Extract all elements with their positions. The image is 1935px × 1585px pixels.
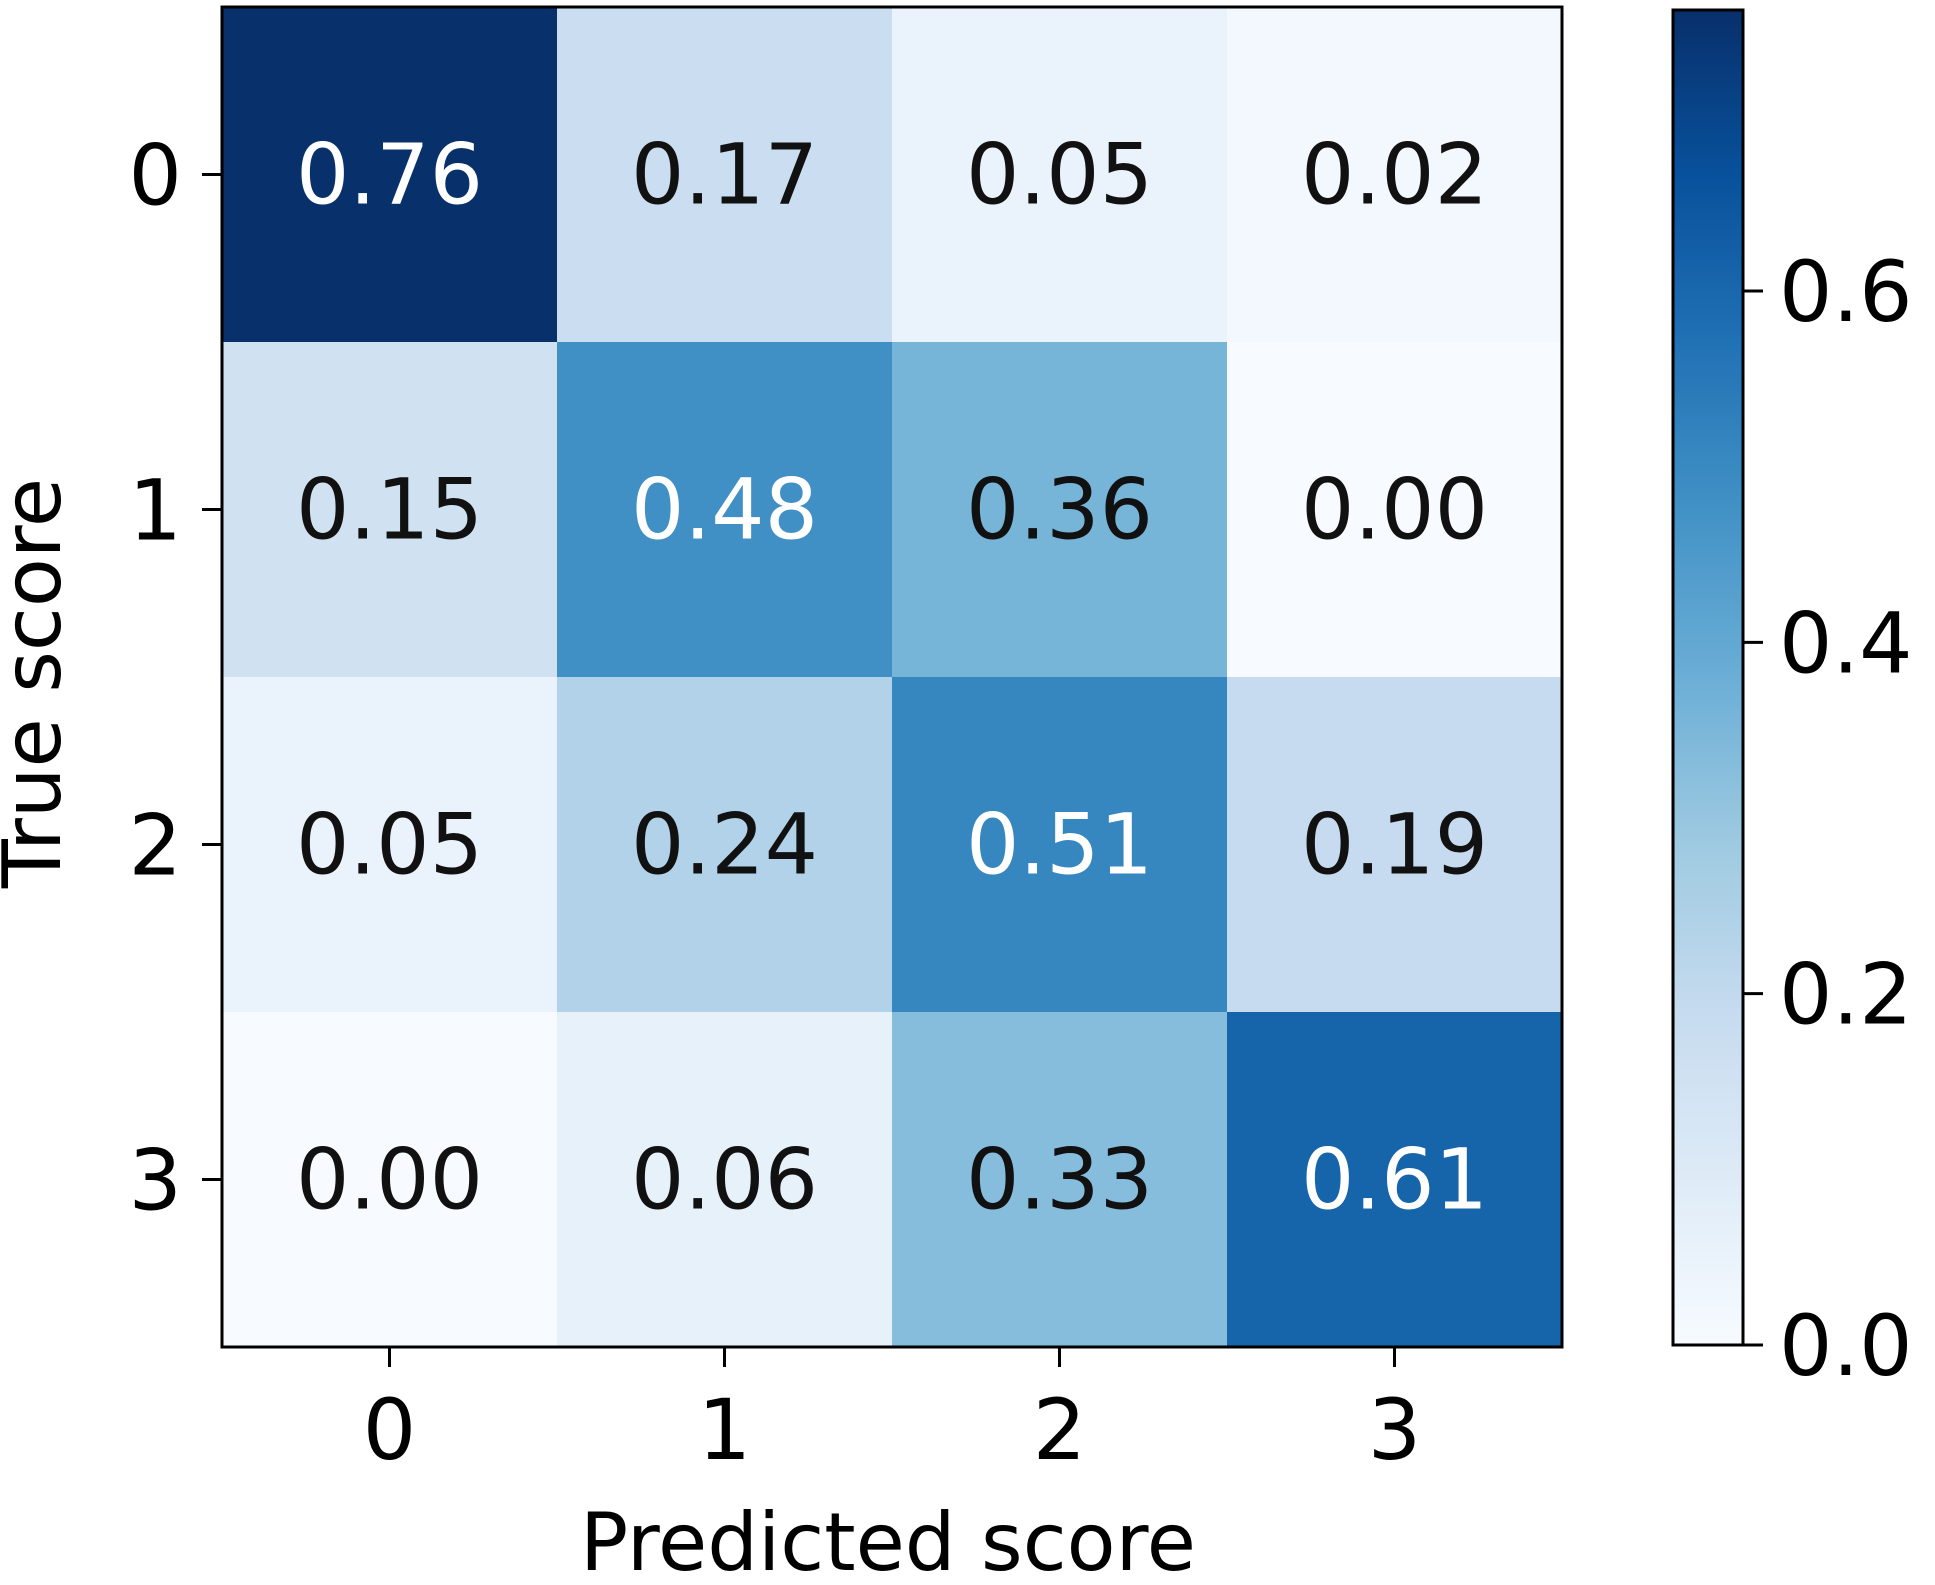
heatmap-cell: [557, 7, 893, 343]
cell-value-label: 0.00: [1301, 461, 1488, 559]
heatmap-cell: [1227, 342, 1563, 678]
cell-value-label: 0.00: [296, 1131, 483, 1229]
y-tick-label: 2: [129, 797, 182, 895]
heatmap-cell: [1227, 7, 1563, 343]
colorbar-tick-label: 0.6: [1779, 243, 1913, 341]
cell-value-label: 0.51: [966, 796, 1153, 894]
heatmap-cell: [222, 677, 558, 1013]
x-tick-label: 2: [1033, 1381, 1086, 1479]
cell-value-label: 0.02: [1301, 126, 1488, 224]
colorbar: [1671, 8, 1745, 1347]
cell-value-label: 0.15: [296, 461, 483, 559]
x-tick-label: 1: [698, 1381, 751, 1479]
heatmap-cell: [222, 1012, 558, 1348]
x-axis: 0 1 2 3: [363, 1347, 1421, 1479]
plot-frame: [220, 5, 1564, 1349]
heatmap-cell: [557, 1012, 893, 1348]
cell-value-label: 0.06: [631, 1131, 818, 1229]
colorbar-tick-label: 0.0: [1779, 1297, 1913, 1395]
cell-value-label: 0.76: [296, 126, 483, 224]
cell-value-label: 0.24: [631, 796, 818, 894]
x-axis-label: Predicted score: [580, 1496, 1196, 1580]
heatmap-cell: [892, 1012, 1228, 1348]
heatmap-cell: [1227, 677, 1563, 1013]
colorbar-tick-label: 0.2: [1779, 946, 1913, 1044]
heatmap-cell: [892, 7, 1228, 343]
colorbar-tick-label: 0.4: [1779, 594, 1913, 692]
cell-value-label: 0.05: [296, 796, 483, 894]
heatmap-cell: [222, 7, 558, 343]
heatmap-cell: [222, 342, 558, 678]
heatmap-cell: [557, 342, 893, 678]
cell-value-label: 0.17: [631, 126, 818, 224]
y-tick-label: 3: [129, 1132, 182, 1230]
cell-value-label: 0.61: [1301, 1131, 1488, 1229]
cell-value-label: 0.33: [966, 1131, 1153, 1229]
y-tick-label: 1: [129, 462, 182, 560]
y-tick-label: 0: [129, 127, 182, 225]
cell-value-label: 0.05: [966, 126, 1153, 224]
cell-value-label: 0.19: [1301, 796, 1488, 894]
y-axis-label: True score: [0, 478, 79, 889]
x-tick-label: 0: [363, 1381, 416, 1479]
cell-value-label: 0.36: [966, 461, 1153, 559]
heatmap-cell: [1227, 1012, 1563, 1348]
heatmap-cell: [892, 677, 1228, 1013]
heatmap-cell: [557, 677, 893, 1013]
x-tick-label: 3: [1368, 1381, 1421, 1479]
y-axis: 0 1 2 3: [129, 127, 222, 1230]
colorbar-axis: 0.0 0.2 0.4 0.6: [1743, 243, 1913, 1395]
heatmap-cell: [892, 342, 1228, 678]
heatmap-cells: [222, 7, 1563, 1348]
cell-value-labels: 0.76 0.17 0.05 0.02 0.15 0.48 0.36 0.00 0.05 0.24…: [296, 126, 1488, 1229]
cell-value-label: 0.48: [631, 461, 818, 559]
